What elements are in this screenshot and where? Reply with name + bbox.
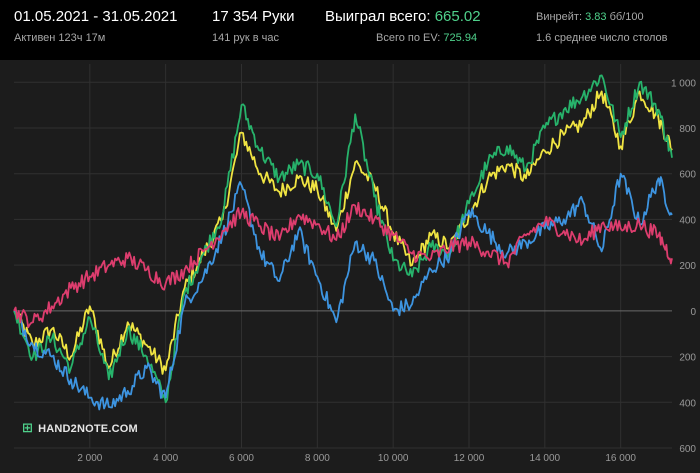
chart-series <box>13 74 673 411</box>
won-value: 665.02 <box>434 8 481 25</box>
winrate-unit: бб/100 <box>609 11 644 23</box>
series-line-2 <box>13 172 673 411</box>
x-tick-label: 8 000 <box>305 453 330 464</box>
hand2note-logo-icon: ⊞ <box>22 420 34 435</box>
ev-value: 725.94 <box>443 32 478 44</box>
chart-tick-labels: 2 000 4 000 6 000 8 000 10 000 12 000 14 000 16… <box>77 78 696 464</box>
y-tick-label: 200 <box>679 353 696 364</box>
won-label: Выиграл всего: <box>325 8 431 25</box>
ev-total: Всего по EV: 725.94 <box>376 32 477 44</box>
winrate-label: Винрейт: <box>536 11 583 23</box>
series-line-1 <box>13 74 673 404</box>
x-tick-label: 14 000 <box>530 453 561 464</box>
hand2note-logo: ⊞ HAND2NOTE.COM <box>22 420 138 436</box>
active-time: Активен 123ч 17м <box>14 32 106 44</box>
date-range[interactable]: 01.05.2021 - 31.05.2021 <box>14 8 178 25</box>
x-tick-label: 2 000 <box>77 453 102 464</box>
y-tick-label: 400 <box>679 398 696 409</box>
series-line-3 <box>13 201 673 329</box>
y-tick-label: 600 <box>679 170 696 181</box>
x-tick-label: 4 000 <box>153 453 178 464</box>
profit-chart: 2 000 4 000 6 000 8 000 10 000 12 000 14 000 16… <box>0 60 700 473</box>
y-tick-label: 800 <box>679 124 696 135</box>
y-tick-label: 1 000 <box>671 78 696 89</box>
hands-count: 17 354 Руки <box>212 8 295 25</box>
y-tick-label: 0 <box>690 307 696 318</box>
logo-text: HAND2NOTE.COM <box>38 423 138 435</box>
chart-grid <box>14 64 672 449</box>
won-total: Выиграл всего: 665.02 <box>325 8 481 25</box>
avg-tables: 1.6 среднее число столов <box>536 32 668 44</box>
y-tick-label: 200 <box>679 261 696 272</box>
x-tick-label: 6 000 <box>229 453 254 464</box>
winrate: Винрейт: 3.83 бб/100 <box>536 11 644 23</box>
ev-label: Всего по EV: <box>376 32 441 44</box>
y-tick-label: 400 <box>679 215 696 226</box>
x-tick-label: 10 000 <box>378 453 409 464</box>
stats-header: 01.05.2021 - 31.05.2021 Активен 123ч 17м… <box>0 0 700 60</box>
x-tick-label: 12 000 <box>454 453 485 464</box>
hands-per-hour: 141 рук в час <box>212 32 280 44</box>
y-tick-label: 600 <box>679 444 696 455</box>
series-line-0 <box>13 90 673 375</box>
winrate-value: 3.83 <box>585 11 607 23</box>
x-tick-label: 16 000 <box>605 453 636 464</box>
